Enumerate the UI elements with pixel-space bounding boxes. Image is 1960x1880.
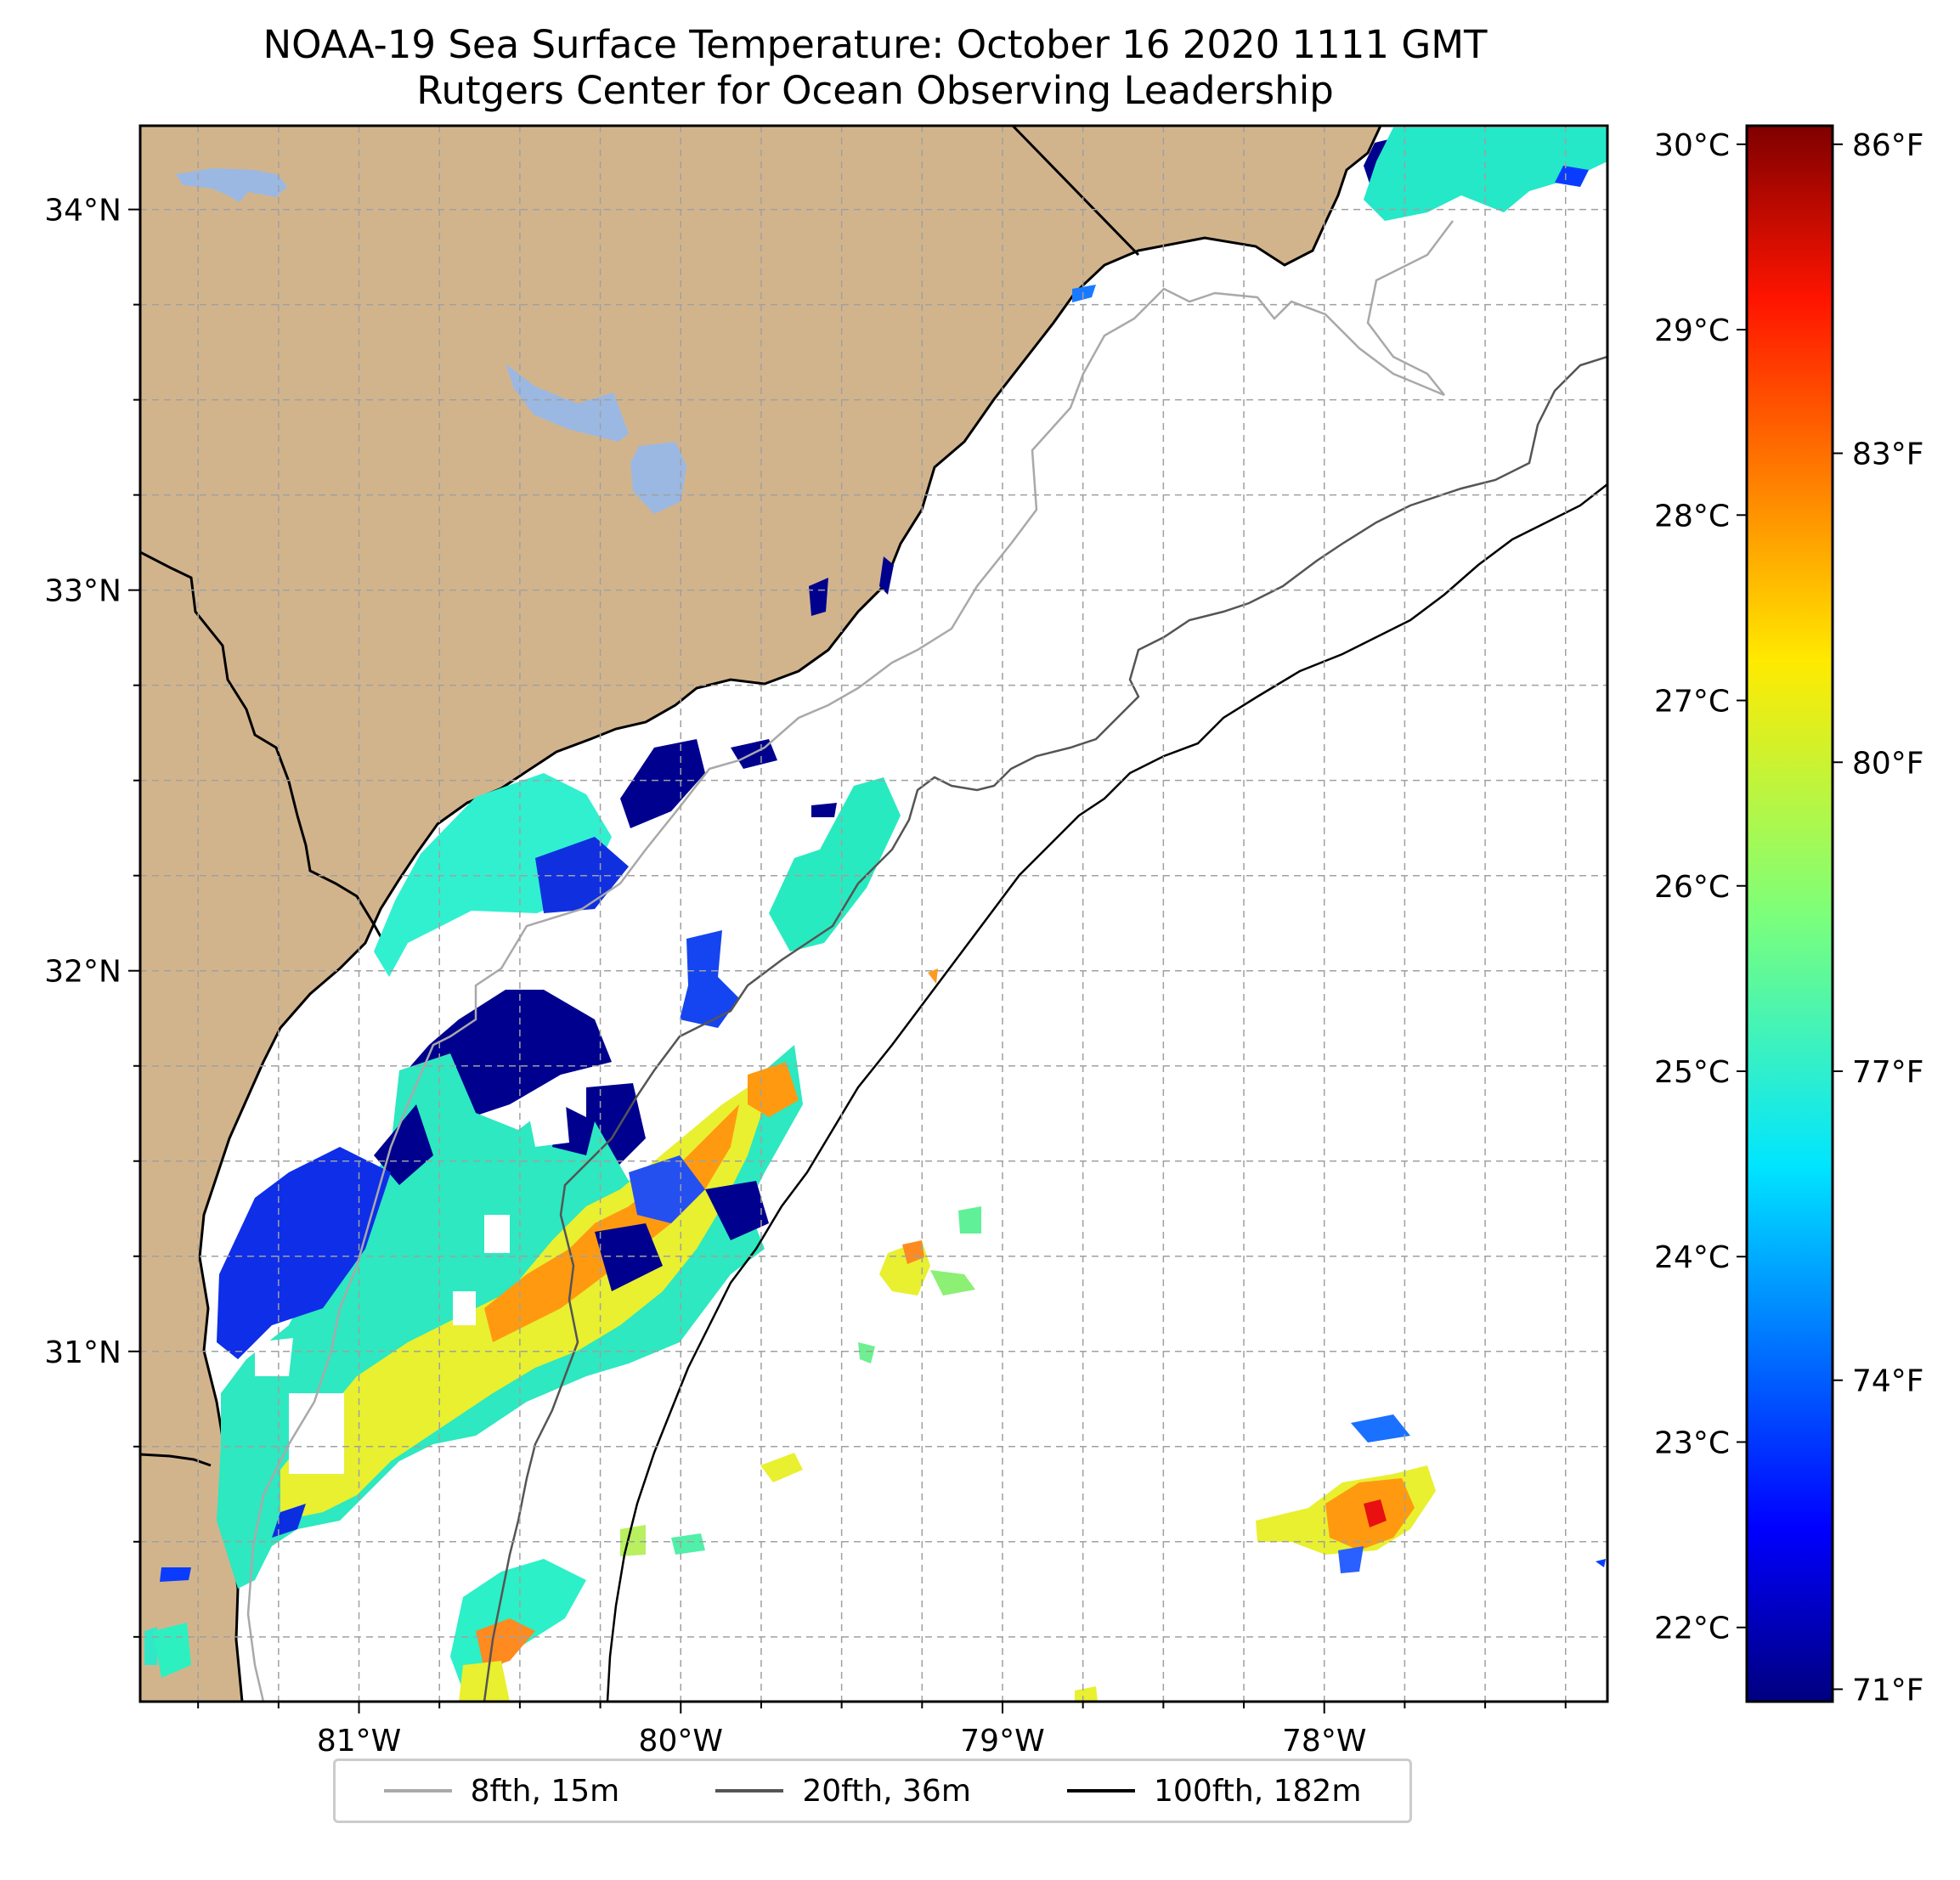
map-title: NOAA-19 Sea Surface Temperature: October… (263, 22, 1488, 67)
inland-lake (506, 364, 629, 442)
celsius-tick-label: 25°C (1654, 1055, 1730, 1090)
colorbar (1745, 124, 1834, 1703)
state-border (140, 550, 400, 953)
fahrenheit-tick-label: 77°F (1852, 1055, 1924, 1090)
celsius-tick-label: 30°C (1654, 128, 1730, 163)
lon-tick-label: 79°W (960, 1724, 1044, 1759)
legend-label: 20fth, 36m (802, 1773, 971, 1809)
celsius-tick-label: 22°C (1654, 1612, 1730, 1646)
colorbar-axes: 30°C 29°C 28°C 27°C 26°C 25°C 24°C 23°C 22°C 86°F… (1654, 128, 1923, 1708)
contour-legend: 8fth, 15m 20fth, 36m 100fth, 182m (333, 1759, 1412, 1823)
state-border (140, 1453, 212, 1467)
celsius-tick-label: 27°C (1654, 685, 1730, 720)
legend-line-swatch (1067, 1789, 1136, 1792)
inland-lake (176, 168, 287, 202)
lon-tick-label: 80°W (639, 1724, 723, 1759)
lat-tick-label: 34°N (44, 194, 121, 229)
state-border (1011, 126, 1140, 257)
lat-tick-label: 32°N (44, 955, 121, 990)
fahrenheit-tick-label: 86°F (1852, 128, 1924, 163)
celsius-tick-label: 24°C (1654, 1240, 1730, 1275)
celsius-tick-label: 23°C (1654, 1426, 1730, 1460)
legend-label: 100fth, 182m (1154, 1773, 1362, 1809)
map-subtitle: Rutgers Center for Ocean Observing Leade… (416, 68, 1334, 113)
bathymetry-100fth (606, 483, 1607, 1702)
legend-line-swatch (383, 1789, 452, 1792)
fahrenheit-tick-label: 83°F (1852, 438, 1924, 472)
lat-tick-label: 31°N (44, 1335, 121, 1370)
inland-lake (630, 442, 686, 514)
bathymetry-20fth (483, 355, 1607, 1702)
map-frame (138, 124, 1609, 1703)
lat-tick-label: 33°N (44, 574, 121, 609)
legend-label: 8fth, 15m (470, 1773, 620, 1809)
celsius-tick-label: 29°C (1654, 313, 1730, 348)
land (140, 126, 1382, 1702)
lon-tick-label: 78°W (1282, 1724, 1366, 1759)
map-area (140, 126, 1607, 1702)
sst-observations (144, 127, 1607, 1702)
fahrenheit-tick-label: 71°F (1852, 1673, 1924, 1708)
legend-item: 100fth, 182m (1067, 1774, 1361, 1809)
celsius-tick-label: 26°C (1654, 870, 1730, 905)
lon-tick-label: 81°W (317, 1724, 401, 1759)
fahrenheit-tick-label: 80°F (1852, 746, 1924, 781)
legend-item: 20fth, 36m (715, 1774, 971, 1809)
fahrenheit-tick-label: 74°F (1852, 1364, 1924, 1399)
map-axes: 81°W 80°W 79°W 78°W 34°N 33°N 32°N 31°N (44, 194, 1567, 1759)
gridlines (140, 126, 1607, 1702)
legend-line-swatch (715, 1789, 784, 1792)
celsius-tick-label: 28°C (1654, 499, 1730, 534)
legend-item: 8fth, 15m (383, 1773, 620, 1809)
